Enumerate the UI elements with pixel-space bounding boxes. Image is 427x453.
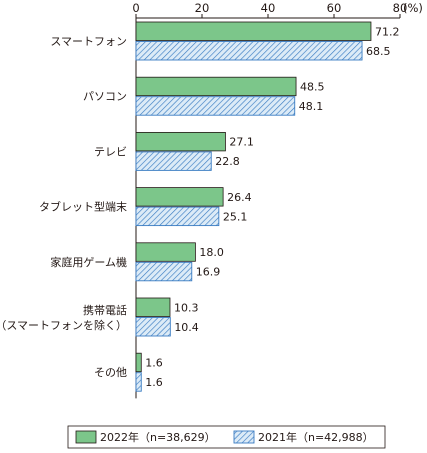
category-label: タブレット型端末 bbox=[39, 200, 127, 214]
value-label-2022: 18.0 bbox=[199, 246, 224, 259]
category-label: スマートフォン bbox=[50, 35, 127, 48]
plot-area: スマートフォン 71.2 68.5 パソコン 48.5 48.1 テレビ 27.1 22.8 タブ… bbox=[0, 21, 400, 392]
category-label: （スマートフォンを除く） bbox=[0, 318, 127, 332]
axis-unit: (%) bbox=[403, 1, 423, 15]
bar-2021 bbox=[135, 96, 296, 116]
value-label-2021: 22.8 bbox=[215, 155, 240, 168]
bar-2022 bbox=[135, 21, 372, 41]
value-label-2021: 10.4 bbox=[174, 321, 199, 334]
tick-label: 80 bbox=[393, 1, 408, 15]
bar-2021 bbox=[135, 261, 193, 282]
legend-label-2022: 2022年（n=38,629） bbox=[100, 430, 216, 444]
bar-2022 bbox=[135, 131, 226, 152]
bar-2021 bbox=[135, 206, 220, 227]
legend: 2022年（n=38,629） 2021年（n=42,988） bbox=[67, 425, 386, 449]
tick-label: 0 bbox=[132, 1, 139, 15]
value-label-2021: 25.1 bbox=[223, 210, 248, 223]
tick-label: 60 bbox=[327, 1, 342, 15]
value-label-2022: 1.6 bbox=[145, 356, 163, 369]
bar-2022 bbox=[135, 297, 171, 317]
value-label-2021: 16.9 bbox=[196, 266, 221, 279]
value-label-2021: 68.5 bbox=[366, 45, 391, 58]
value-label-2022: 71.2 bbox=[375, 25, 400, 38]
value-label-2022: 26.4 bbox=[227, 191, 252, 204]
value-label-2022: 27.1 bbox=[229, 136, 254, 149]
value-label-2021: 48.1 bbox=[299, 100, 324, 113]
bar-2021 bbox=[135, 41, 363, 61]
legend-box bbox=[67, 425, 386, 449]
category-label: 携帯電話 bbox=[83, 303, 127, 317]
bar-2022 bbox=[135, 352, 142, 373]
legend-swatch-2022 bbox=[75, 430, 97, 444]
value-label-2021: 1.6 bbox=[145, 376, 163, 389]
bar-2022 bbox=[135, 76, 297, 97]
value-label-2022: 10.3 bbox=[174, 301, 199, 314]
legend-swatch-2021 bbox=[233, 430, 255, 444]
legend-label-2021: 2021年（n=42,988） bbox=[258, 430, 374, 444]
bar-2022 bbox=[135, 242, 196, 262]
category-label: その他 bbox=[94, 366, 127, 379]
category-label: パソコン bbox=[83, 90, 127, 103]
bar-2021 bbox=[135, 151, 212, 171]
tick-label: 40 bbox=[261, 1, 276, 15]
tick-label: 20 bbox=[195, 1, 210, 15]
category-label: テレビ bbox=[94, 145, 127, 158]
category-label: 家庭用ゲーム機 bbox=[50, 255, 127, 269]
bar-2022 bbox=[135, 187, 224, 207]
bar-2021 bbox=[135, 317, 171, 337]
bar-2021 bbox=[135, 372, 142, 392]
value-label-2022: 48.5 bbox=[300, 80, 325, 93]
